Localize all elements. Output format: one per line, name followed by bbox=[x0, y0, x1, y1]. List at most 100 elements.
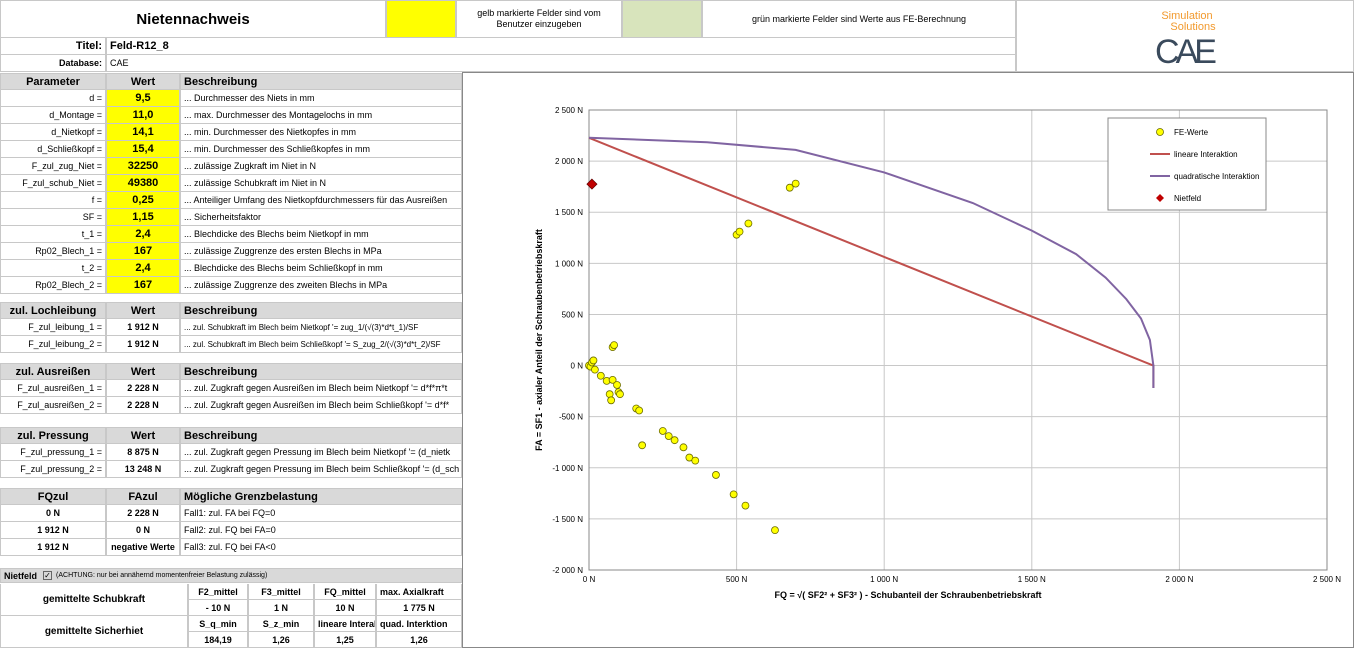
x-tick-label: 2 500 N bbox=[1313, 575, 1341, 584]
legend-label: quadratische Interaktion bbox=[1174, 172, 1259, 181]
sich-header-sz: S_z_min bbox=[248, 616, 314, 632]
param-name: F_zul_schub_Niet = bbox=[0, 175, 106, 192]
schub-value-fq: 10 N bbox=[314, 600, 376, 616]
param-value-input[interactable]: 2,4 bbox=[106, 260, 180, 277]
grenz-2-desc: Fall2: zul. FQ bei FA=0 bbox=[180, 522, 462, 539]
param-row: t_1 = 2,4... Blechdicke des Blechs beim N… bbox=[0, 226, 462, 243]
param-row: F_zul_schub_Niet = 49380... zulässige Sch… bbox=[0, 175, 462, 192]
lochleibung-2-value: 1 912 N bbox=[106, 336, 180, 353]
y-tick-label: -500 N bbox=[559, 413, 583, 422]
param-value-input[interactable]: 1,15 bbox=[106, 209, 180, 226]
param-value-input[interactable]: 15,4 bbox=[106, 141, 180, 158]
param-name: SF = bbox=[0, 209, 106, 226]
param-desc: ... Anteiliger Umfang des Nietkopfdurchm… bbox=[180, 192, 462, 209]
param-row: d_Nietkopf = 14,1... min. Durchmesser des… bbox=[0, 124, 462, 141]
fe-point bbox=[744, 219, 753, 228]
param-name: d = bbox=[0, 90, 106, 107]
pressung-1-desc: ... zul. Zugkraft gegen Pressung im Blec… bbox=[180, 444, 462, 461]
pressung-1-name: F_zul_pressung_1 = bbox=[0, 444, 106, 461]
param-value-input[interactable]: 14,1 bbox=[106, 124, 180, 141]
param-value-input[interactable]: 49380 bbox=[106, 175, 180, 192]
yellow-legend-note: gelb markierte Felder sind vom Benutzer … bbox=[456, 0, 622, 38]
param-name: t_2 = bbox=[0, 260, 106, 277]
x-tick-label: 0 N bbox=[583, 575, 596, 584]
nietfeld-point bbox=[586, 178, 598, 190]
series-quadratic-line bbox=[588, 136, 1155, 388]
database-label: Database: bbox=[0, 55, 106, 72]
fe-point bbox=[613, 381, 621, 389]
grenz-header-desc: Mögliche Grenzbelastung bbox=[180, 488, 462, 505]
y-tick-label: 1 000 N bbox=[555, 259, 583, 268]
lochleibung-header-desc: Beschreibung bbox=[180, 302, 462, 319]
x-tick-label: 1 500 N bbox=[1018, 575, 1046, 584]
param-row: d = 9,5... Durchmesser des Niets in mm bbox=[0, 90, 462, 107]
ausreissen-header-value: Wert bbox=[106, 363, 180, 380]
param-desc: ... zulässige Zuggrenze des zweiten Blec… bbox=[180, 277, 462, 294]
x-tick-label: 1 000 N bbox=[870, 575, 898, 584]
sich-header-quad: quad. Interktion bbox=[376, 616, 462, 632]
nietfeld-note: (ACHTUNG: nur bei annähernd momentenfrei… bbox=[56, 572, 268, 579]
legend-label: Nietfeld bbox=[1174, 194, 1201, 203]
grenz-2-fq: 1 912 N bbox=[0, 522, 106, 539]
param-value-input[interactable]: 167 bbox=[106, 243, 180, 260]
grenz-header-fa: FAzul bbox=[106, 488, 180, 505]
param-value-input[interactable]: 32250 bbox=[106, 158, 180, 175]
nietfeld-label: Nietfeld bbox=[4, 570, 38, 581]
param-value-input[interactable]: 0,25 bbox=[106, 192, 180, 209]
param-desc: ... max. Durchmesser des Montagelochs in… bbox=[180, 107, 462, 124]
schub-value-f2: - 10 N bbox=[188, 600, 248, 616]
pressung-header-name: zul. Pressung bbox=[0, 427, 106, 444]
lochleibung-2-name: F_zul_leibung_2 = bbox=[0, 336, 106, 353]
param-value-input[interactable]: 11,0 bbox=[106, 107, 180, 124]
fe-point bbox=[735, 227, 744, 236]
param-name: d_Schließkopf = bbox=[0, 141, 106, 158]
logo-graphic: Simulation Solutions CAE bbox=[1155, 10, 1220, 71]
schub-header-fq: FQ_mittel bbox=[314, 584, 376, 600]
schub-header-f3: F3_mittel bbox=[248, 584, 314, 600]
y-tick-label: 500 N bbox=[562, 310, 584, 319]
green-legend-note: grün markierte Felder sind Werte aus FE-… bbox=[702, 0, 1016, 38]
ausreissen-2-name: F_zul_ausreißen_2 = bbox=[0, 397, 106, 414]
sich-header-sq: S_q_min bbox=[188, 616, 248, 632]
title-label: Titel: bbox=[0, 38, 106, 55]
fe-point bbox=[712, 471, 720, 479]
y-tick-label: 0 N bbox=[571, 362, 584, 371]
param-desc: ... zulässige Schubkraft im Niet in N bbox=[180, 175, 462, 192]
param-value-input[interactable]: 2,4 bbox=[106, 226, 180, 243]
param-value-input[interactable]: 9,5 bbox=[106, 90, 180, 107]
y-tick-label: -1 500 N bbox=[552, 515, 583, 524]
fe-point bbox=[791, 179, 800, 188]
fe-point bbox=[596, 371, 605, 380]
param-row: Rp02_Blech_2 = 167... zulässige Zuggrenze… bbox=[0, 277, 462, 294]
param-header-value: Wert bbox=[106, 73, 180, 90]
title-value[interactable]: Feld-R12_8 bbox=[106, 38, 1016, 55]
param-desc: ... Blechdicke des Blechs beim Nietkopf … bbox=[180, 226, 462, 243]
lochleibung-header-value: Wert bbox=[106, 302, 180, 319]
fe-point bbox=[664, 432, 673, 440]
fe-point bbox=[607, 396, 616, 405]
y-axis-label: FA = SF1 - axialer Anteil der Schraubenb… bbox=[534, 229, 544, 451]
fe-point bbox=[741, 501, 750, 510]
fe-point bbox=[785, 183, 794, 192]
lochleibung-1-value: 1 912 N bbox=[106, 319, 180, 336]
param-name: d_Montage = bbox=[0, 107, 106, 124]
param-desc: ... Durchmesser des Niets in mm bbox=[180, 90, 462, 107]
lochleibung-1-desc: ... zul. Schubkraft im Blech beim Nietko… bbox=[180, 319, 462, 336]
param-row: Rp02_Blech_1 = 167... zulässige Zuggrenze… bbox=[0, 243, 462, 260]
param-row: t_2 = 2,4... Blechdicke des Blechs beim S… bbox=[0, 260, 462, 277]
database-value[interactable]: CAE bbox=[106, 55, 1016, 72]
param-row: d_Schließkopf = 15,4... min. Durchmesser … bbox=[0, 141, 462, 158]
chart-svg: 2 500 N 2 000 N 1 500 N 1 000 N 500 N 0 N -500… bbox=[534, 106, 1341, 600]
nietfeld-checkbox[interactable]: ✓ bbox=[43, 571, 53, 580]
param-value-input[interactable]: 167 bbox=[106, 277, 180, 294]
fe-point bbox=[679, 443, 688, 452]
legend-marker-fe bbox=[1156, 128, 1164, 136]
pressung-header-value: Wert bbox=[106, 427, 180, 444]
grenz-3-fq: 1 912 N bbox=[0, 539, 106, 556]
pressung-2-name: F_zul_pressung_2 = bbox=[0, 461, 106, 478]
cae-logo: Simulation Solutions CAE bbox=[1016, 0, 1354, 72]
grenz-2-fa: 0 N bbox=[106, 522, 180, 539]
sich-value-sz: 1,26 bbox=[248, 632, 314, 648]
fe-point bbox=[691, 456, 700, 465]
legend-label: lineare Interaktion bbox=[1174, 150, 1238, 159]
